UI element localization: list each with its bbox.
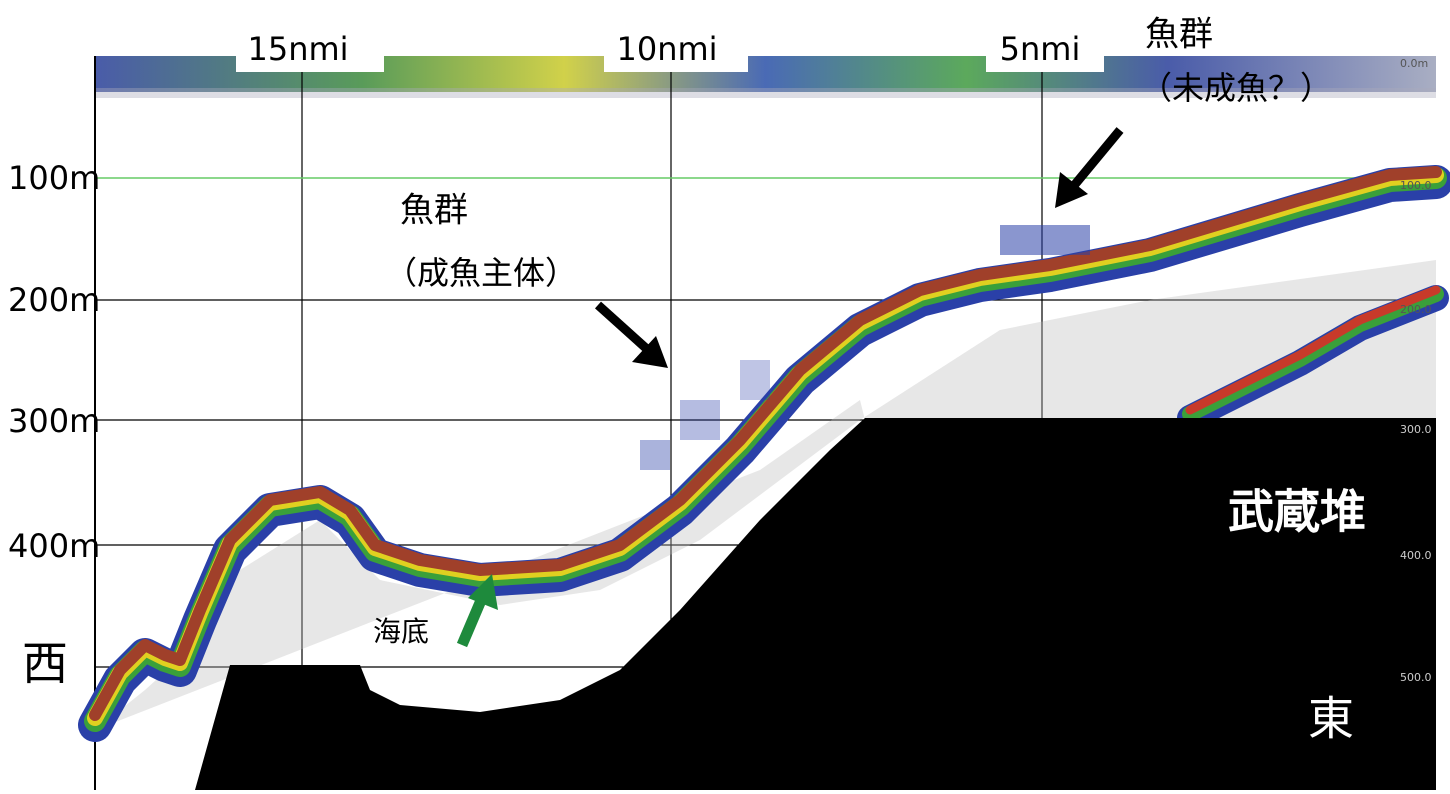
depth-label: 100m <box>8 159 100 197</box>
scale-label: 400.0 <box>1400 549 1432 562</box>
annotation-title: 魚群 <box>1145 15 1213 55</box>
east-label: 東 <box>1308 692 1354 746</box>
depth-label: 400m <box>8 527 100 565</box>
depth-label: 200m <box>8 281 100 319</box>
west-label: 西 <box>22 637 68 691</box>
distance-label: 10nmi <box>616 30 717 68</box>
scale-label: 200.0 <box>1400 303 1432 316</box>
distance-label: 15nmi <box>247 30 348 68</box>
depth-label: 300m <box>8 402 100 440</box>
annotation-note: （未成魚？） <box>1140 69 1332 107</box>
scale-label: 500.0 <box>1400 671 1432 684</box>
scale-label: 300.0 <box>1400 423 1432 436</box>
annotation-title: 魚群 <box>400 191 468 231</box>
scale-label: 0.0m <box>1400 57 1428 70</box>
echogram: 15nmi 10nmi 5nmi 100m 200m 300m 400m 魚群 … <box>0 0 1450 794</box>
distance-label: 5nmi <box>1000 30 1081 68</box>
bank-label: 武蔵堆 <box>1228 485 1366 539</box>
scale-label: 100.0 <box>1400 179 1432 192</box>
seabed-label: 海底 <box>373 615 429 648</box>
annotation-note: （成魚主体） <box>385 254 577 292</box>
echogram-figure: 15nmi 10nmi 5nmi 100m 200m 300m 400m 魚群 … <box>0 0 1450 794</box>
